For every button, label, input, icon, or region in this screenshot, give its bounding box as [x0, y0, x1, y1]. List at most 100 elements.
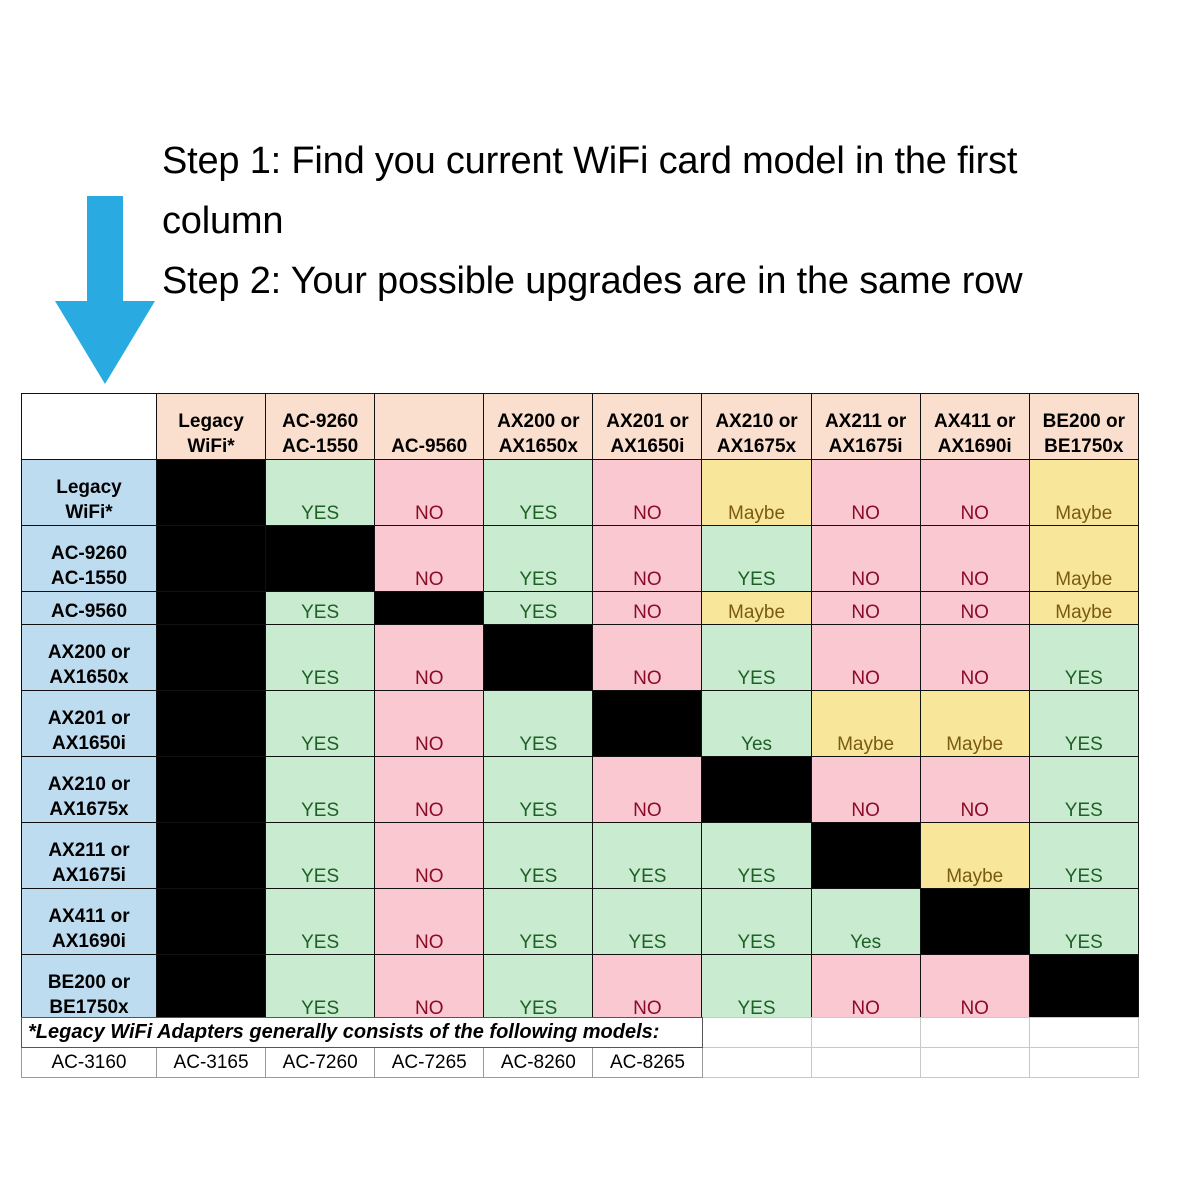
legacy-model-1: AC-3165 — [155, 1047, 267, 1078]
matrix-cell-6-7: Maybe — [919, 822, 1030, 889]
column-header-line2: AX1650i — [610, 436, 685, 457]
matrix-row: AX210 or AX1675x YES NO YES NO NO NO YES — [21, 756, 1139, 823]
matrix-cell-4-5: Yes — [701, 690, 812, 757]
matrix-cell-1-6: NO — [810, 525, 921, 592]
matrix-cell-2-8: Maybe — [1028, 591, 1139, 625]
matrix-row: AX411 or AX1690i YES NO YES YES YES Yes YES — [21, 888, 1139, 955]
column-header-5: AX210 or AX1675x — [701, 393, 812, 460]
matrix-cell-1-5: YES — [701, 525, 812, 592]
matrix-cell-7-2: NO — [374, 888, 485, 955]
column-header-line2: AX1675x — [716, 436, 797, 457]
matrix-cell-0-3: YES — [483, 459, 594, 526]
matrix-cell-8-0 — [155, 954, 267, 1021]
matrix-cell-6-4: YES — [592, 822, 703, 889]
row-header-8: BE200 or BE1750x — [21, 954, 157, 1021]
matrix-cell-3-3 — [483, 624, 594, 691]
matrix-cell-5-1: YES — [265, 756, 376, 823]
matrix-cell-1-0 — [155, 525, 267, 592]
matrix-cell-6-2: NO — [374, 822, 485, 889]
matrix-cell-0-8: Maybe — [1028, 459, 1139, 526]
matrix-cell-4-4 — [592, 690, 703, 757]
column-header-line2: AX1650x — [498, 436, 578, 457]
matrix-cell-0-0 — [155, 459, 267, 526]
row-header-line1: AX200 or — [47, 642, 131, 663]
matrix-cell-3-0 — [155, 624, 267, 691]
matrix-row: AX201 or AX1650i YES NO YES Yes Maybe Maybe YES — [21, 690, 1139, 757]
matrix-cell-3-5: YES — [701, 624, 812, 691]
matrix-cell-5-8: YES — [1028, 756, 1139, 823]
matrix-cell-5-6: NO — [810, 756, 921, 823]
row-header-line2: AX1650i — [52, 733, 126, 754]
matrix-cell-5-0 — [155, 756, 267, 823]
row-header-3: AX200 or AX1650x — [21, 624, 157, 691]
matrix-cell-5-4: NO — [592, 756, 703, 823]
matrix-cell-6-3: YES — [483, 822, 594, 889]
column-header-line2: AC-9560 — [391, 436, 468, 457]
footnote-empty-cell — [1028, 1047, 1139, 1078]
matrix-corner-cell — [21, 393, 157, 460]
matrix-cell-7-8: YES — [1028, 888, 1139, 955]
matrix-cell-0-6: NO — [810, 459, 921, 526]
matrix-row: BE200 or BE1750x YES NO YES NO YES NO NO — [21, 954, 1139, 1021]
legacy-model-0: AC-3160 — [21, 1047, 157, 1078]
matrix-cell-7-1: YES — [265, 888, 376, 955]
footnote-empty-cell — [701, 1047, 812, 1078]
matrix-cell-4-2: NO — [374, 690, 485, 757]
column-header-line1: AX210 or — [715, 411, 798, 432]
row-header-line2: AC-1550 — [50, 568, 128, 589]
matrix-cell-6-0 — [155, 822, 267, 889]
matrix-cell-4-3: YES — [483, 690, 594, 757]
down-arrow-icon — [55, 196, 155, 384]
row-header-line2: WiFi* — [65, 502, 113, 523]
matrix-cell-2-3: YES — [483, 591, 594, 625]
column-header-line1: AC-9260 — [282, 411, 359, 432]
column-header-line1: AX211 or — [824, 411, 907, 432]
row-header-line1: AC-9260 — [50, 543, 128, 564]
matrix-cell-4-7: Maybe — [919, 690, 1030, 757]
column-header-8: BE200 or BE1750x — [1028, 393, 1139, 460]
matrix-cell-4-1: YES — [265, 690, 376, 757]
matrix-cell-8-5: YES — [701, 954, 812, 1021]
matrix-cell-1-8: Maybe — [1028, 525, 1139, 592]
footnote-empty-cell — [919, 1017, 1030, 1048]
matrix-cell-8-3: YES — [483, 954, 594, 1021]
row-header-line1: AX211 or — [48, 840, 130, 861]
matrix-cell-8-6: NO — [810, 954, 921, 1021]
matrix-cell-5-2: NO — [374, 756, 485, 823]
row-header-line2: AX1675x — [49, 799, 129, 820]
matrix-cell-2-0 — [155, 591, 267, 625]
matrix-cell-6-5: YES — [701, 822, 812, 889]
matrix-cell-0-2: NO — [374, 459, 485, 526]
matrix-cell-5-3: YES — [483, 756, 594, 823]
footnote-empty-cell — [810, 1017, 921, 1048]
compatibility-matrix: Legacy WiFi* AC-9260 AC-1550 AC-9560 AX200 or… — [21, 393, 1139, 1021]
matrix-cell-3-4: NO — [592, 624, 703, 691]
matrix-cell-2-4: NO — [592, 591, 703, 625]
column-header-3: AX200 or AX1650x — [483, 393, 594, 460]
footnote-note-row: *Legacy WiFi Adapters generally consists… — [21, 1017, 1139, 1048]
matrix-header-row: Legacy WiFi* AC-9260 AC-1550 AC-9560 AX200 or… — [21, 393, 1139, 460]
matrix-cell-2-6: NO — [810, 591, 921, 625]
row-header-line2: AX1675i — [52, 865, 126, 886]
column-header-line2: WiFi* — [187, 436, 235, 457]
footnote-models-row: AC-3160 AC-3165 AC-7260 AC-7265 AC-8260 AC-82… — [21, 1047, 1139, 1078]
matrix-cell-3-8: YES — [1028, 624, 1139, 691]
matrix-cell-0-1: YES — [265, 459, 376, 526]
matrix-cell-2-5: Maybe — [701, 591, 812, 625]
column-header-1: AC-9260 AC-1550 — [265, 393, 376, 460]
matrix-cell-3-7: NO — [919, 624, 1030, 691]
matrix-cell-2-1: YES — [265, 591, 376, 625]
column-header-6: AX211 or AX1675i — [810, 393, 921, 460]
instruction-step-2: Step 2: Your possible upgrades are in th… — [162, 260, 1023, 302]
down-arrow-graphic — [53, 196, 157, 386]
matrix-cell-6-6 — [810, 822, 921, 889]
matrix-cell-4-0 — [155, 690, 267, 757]
matrix-cell-8-4: NO — [592, 954, 703, 1021]
instructions-block: Step 1: Find you current WiFi card model… — [162, 131, 1122, 311]
matrix-cell-1-7: NO — [919, 525, 1030, 592]
column-header-line1: AX200 or — [497, 411, 580, 432]
matrix-cell-7-4: YES — [592, 888, 703, 955]
matrix-cell-3-1: YES — [265, 624, 376, 691]
matrix-row: AC-9260 AC-1550 NO YES NO YES NO NO Maybe — [21, 525, 1139, 592]
matrix-cell-1-3: YES — [483, 525, 594, 592]
